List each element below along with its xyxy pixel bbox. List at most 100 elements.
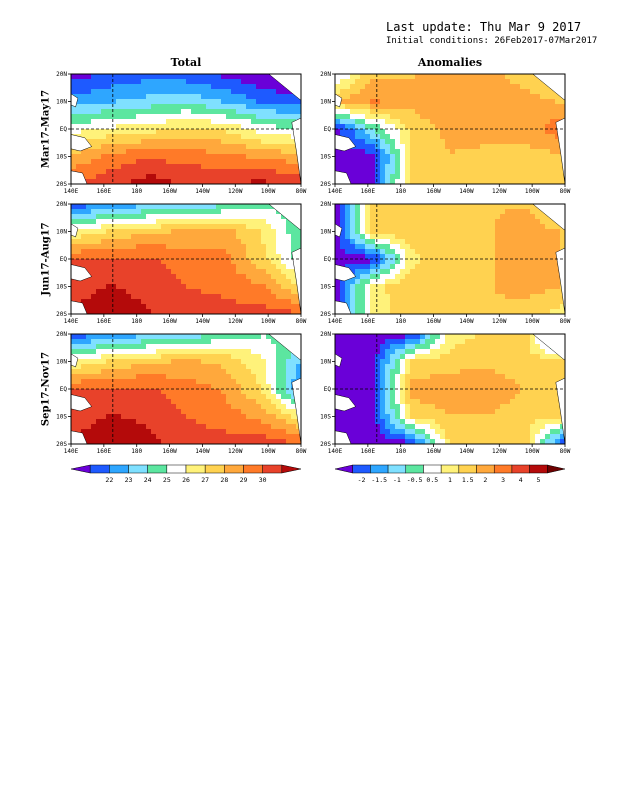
map-cell	[450, 104, 456, 110]
map-cell	[91, 84, 97, 90]
map-cell	[276, 399, 282, 405]
map-cell	[560, 174, 566, 180]
map-cell	[216, 149, 222, 155]
map-cell	[71, 389, 77, 395]
map-cell	[400, 159, 406, 165]
map-cell	[440, 214, 446, 220]
map-cell	[296, 179, 302, 185]
map-cell	[156, 119, 162, 125]
map-cell	[211, 419, 217, 425]
map-cell	[76, 219, 82, 225]
map-cell	[111, 79, 117, 85]
map-cell	[111, 334, 117, 340]
colorbar-swatch	[128, 464, 148, 474]
map-cell	[101, 79, 107, 85]
map-cell	[91, 94, 97, 100]
map-cell	[96, 339, 102, 345]
map-cell	[211, 369, 217, 375]
map-cell	[141, 299, 147, 305]
map-cell	[271, 159, 277, 165]
map-cell	[181, 304, 187, 310]
map-cell	[490, 144, 496, 150]
map-cell	[261, 224, 267, 230]
map-cell	[261, 294, 267, 300]
map-cell	[206, 259, 212, 265]
map-cell	[221, 289, 227, 295]
map-cell	[440, 89, 446, 95]
map-cell	[101, 439, 107, 445]
map-cell	[465, 204, 471, 210]
map-cell	[96, 134, 102, 140]
map-cell	[385, 119, 391, 125]
map-cell	[171, 219, 177, 225]
map-cell	[161, 339, 167, 345]
map-cell	[535, 134, 541, 140]
map-cell	[141, 294, 147, 300]
map-cell	[91, 404, 97, 410]
map-cell	[241, 254, 247, 260]
map-cell	[410, 169, 416, 175]
map-cell	[450, 99, 456, 105]
map-cell	[256, 74, 262, 80]
map-cell	[221, 254, 227, 260]
map-cell	[101, 239, 107, 245]
map-cell	[515, 124, 521, 130]
map-cell	[216, 119, 222, 125]
map-cell	[151, 409, 157, 415]
map-cell	[291, 369, 297, 375]
map-cell	[480, 179, 486, 185]
map-cell	[390, 209, 396, 215]
map-cell	[251, 149, 257, 155]
map-cell	[86, 244, 92, 250]
x-tick-label: 160W	[162, 188, 177, 195]
map-cell	[141, 174, 147, 180]
map-cell	[161, 239, 167, 245]
map-cell	[236, 439, 242, 445]
map-cell	[116, 359, 122, 365]
map-cell	[101, 339, 107, 345]
map-cell	[256, 129, 262, 135]
colorbar-swatch	[185, 464, 206, 474]
map-cell	[286, 134, 292, 140]
map-cell	[141, 369, 147, 375]
map-cell	[435, 159, 441, 165]
map-cell	[500, 214, 506, 220]
map-cell	[510, 109, 516, 115]
map-cell	[281, 374, 287, 380]
map-cell	[445, 119, 451, 125]
map-cell	[191, 384, 197, 390]
map-cell	[221, 439, 227, 445]
map-cell	[141, 139, 147, 145]
map-cell	[241, 394, 247, 400]
map-cell	[405, 124, 411, 130]
map-cell	[141, 394, 147, 400]
map-cell	[261, 359, 267, 365]
map-cell	[191, 114, 197, 120]
map-cell	[430, 254, 436, 260]
map-cell	[206, 79, 212, 85]
map-cell	[221, 389, 227, 395]
x-tick-label: 120W	[492, 188, 507, 195]
map-cell	[530, 144, 536, 150]
map-cell	[241, 404, 247, 410]
map-cell	[136, 279, 142, 285]
map-cell	[480, 144, 486, 150]
map-cell	[460, 119, 466, 125]
map-cell	[191, 99, 197, 105]
map-cell	[81, 239, 87, 245]
map-cell	[151, 144, 157, 150]
map-cell	[156, 109, 162, 115]
map-cell	[286, 429, 292, 435]
map-cell	[345, 89, 351, 95]
map-cell	[246, 119, 252, 125]
map-cell	[136, 94, 142, 100]
map-cell	[261, 214, 267, 220]
map-cell	[415, 154, 421, 160]
map-cell	[261, 119, 267, 125]
map-cell	[181, 179, 187, 185]
map-cell	[116, 409, 122, 415]
map-cell	[221, 179, 227, 185]
map-cell	[151, 239, 157, 245]
map-cell	[405, 284, 411, 290]
map-cell	[550, 124, 556, 130]
